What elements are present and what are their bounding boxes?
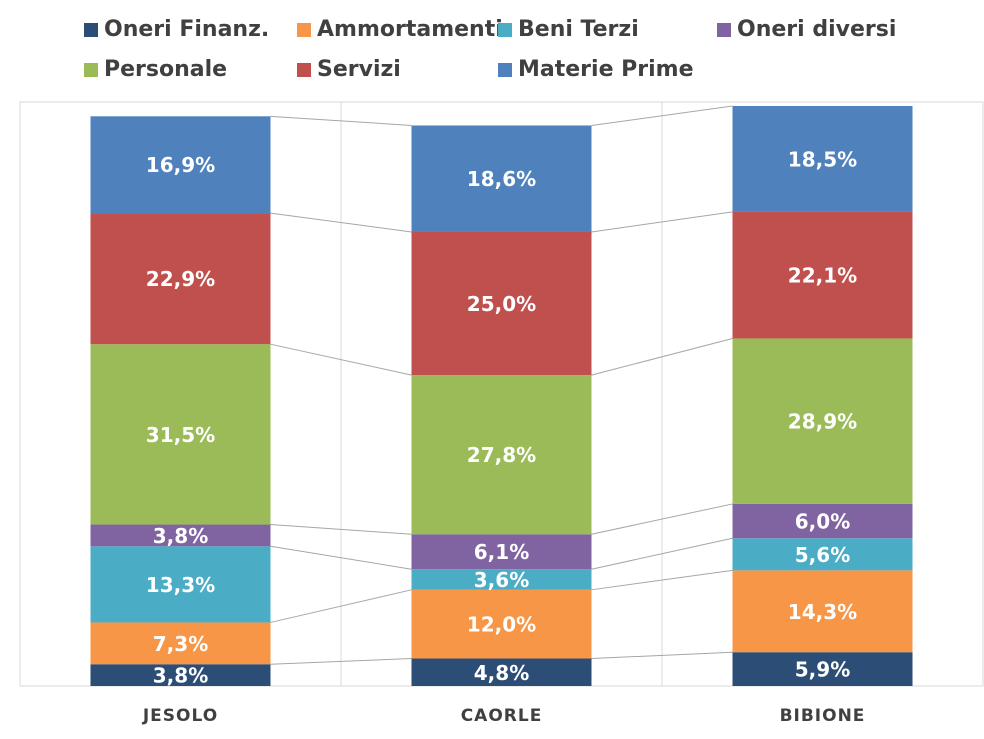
data-label: 27,8% bbox=[467, 443, 536, 467]
series-connector bbox=[591, 337, 733, 376]
data-label: 31,5% bbox=[146, 423, 215, 447]
data-label: 3,6% bbox=[474, 568, 529, 592]
data-label: 3,8% bbox=[153, 524, 208, 548]
series-connector bbox=[591, 105, 733, 126]
legend-swatch bbox=[297, 63, 311, 77]
data-label: 6,1% bbox=[474, 540, 529, 564]
bar-segment bbox=[732, 538, 913, 571]
data-label: 25,0% bbox=[467, 292, 536, 316]
data-label: 18,5% bbox=[788, 147, 857, 171]
bar-segment bbox=[90, 116, 271, 214]
series-connector bbox=[591, 211, 733, 233]
legend-label: Servizi bbox=[317, 57, 401, 82]
series-connector bbox=[270, 212, 412, 233]
bar-segment bbox=[411, 658, 592, 686]
legend-label: Personale bbox=[104, 57, 227, 82]
series-connector bbox=[270, 658, 412, 665]
data-label: 22,9% bbox=[146, 267, 215, 291]
bar-segment bbox=[90, 344, 271, 525]
bar-segment bbox=[411, 125, 592, 232]
data-label: 3,8% bbox=[153, 664, 208, 688]
legend-label: Materie Prime bbox=[518, 57, 694, 82]
bar-segment bbox=[732, 570, 913, 653]
series-connector bbox=[270, 589, 412, 623]
bar-segment bbox=[732, 338, 913, 504]
legend-swatch bbox=[84, 23, 98, 37]
series-connector bbox=[270, 545, 412, 570]
series-connector bbox=[591, 503, 733, 535]
data-label: 18,6% bbox=[467, 167, 536, 191]
data-label: 7,3% bbox=[153, 632, 208, 656]
bar-segment bbox=[411, 534, 592, 570]
data-label: 5,9% bbox=[795, 658, 850, 682]
series-connector bbox=[591, 537, 733, 570]
legend-swatch bbox=[297, 23, 311, 37]
bar-segment bbox=[411, 589, 592, 659]
bar-segment bbox=[90, 524, 271, 547]
series-connector bbox=[591, 569, 733, 591]
data-label: 14,3% bbox=[788, 600, 857, 624]
data-label: 12,0% bbox=[467, 613, 536, 637]
bar-segment bbox=[732, 211, 913, 339]
bar-segment bbox=[732, 503, 913, 539]
bar-segment bbox=[90, 622, 271, 665]
bar-segment bbox=[90, 664, 271, 686]
series-connector bbox=[270, 115, 412, 126]
legend-swatch bbox=[84, 63, 98, 77]
legend-swatch bbox=[498, 23, 512, 37]
x-tick-label: JESOLO bbox=[142, 706, 218, 726]
data-label: 16,9% bbox=[146, 153, 215, 177]
bar-segment bbox=[90, 546, 271, 623]
series-connector bbox=[591, 651, 733, 660]
legend-swatch bbox=[717, 23, 731, 37]
data-label: 4,8% bbox=[474, 661, 529, 685]
data-label: 6,0% bbox=[795, 510, 850, 534]
data-label: 5,6% bbox=[795, 543, 850, 567]
legend-label: Ammortamenti bbox=[317, 17, 503, 42]
data-label: 28,9% bbox=[788, 410, 857, 434]
data-label: 13,3% bbox=[146, 573, 215, 597]
x-tick-label: CAORLE bbox=[461, 706, 543, 726]
series-connector bbox=[270, 524, 412, 535]
legend-swatch bbox=[498, 63, 512, 77]
bar-segment bbox=[732, 106, 913, 212]
bar-segment bbox=[411, 231, 592, 376]
bar-segment bbox=[411, 569, 592, 590]
bar-segment bbox=[90, 213, 271, 345]
legend-label: Oneri diversi bbox=[737, 17, 896, 42]
legend-label: Beni Terzi bbox=[518, 17, 639, 42]
legend-label: Oneri Finanz. bbox=[104, 17, 269, 42]
data-label: 22,1% bbox=[788, 264, 857, 288]
bar-segment bbox=[411, 375, 592, 535]
series-connector bbox=[270, 343, 412, 376]
bar-segment bbox=[732, 652, 913, 686]
x-tick-label: BIBIONE bbox=[780, 706, 866, 726]
